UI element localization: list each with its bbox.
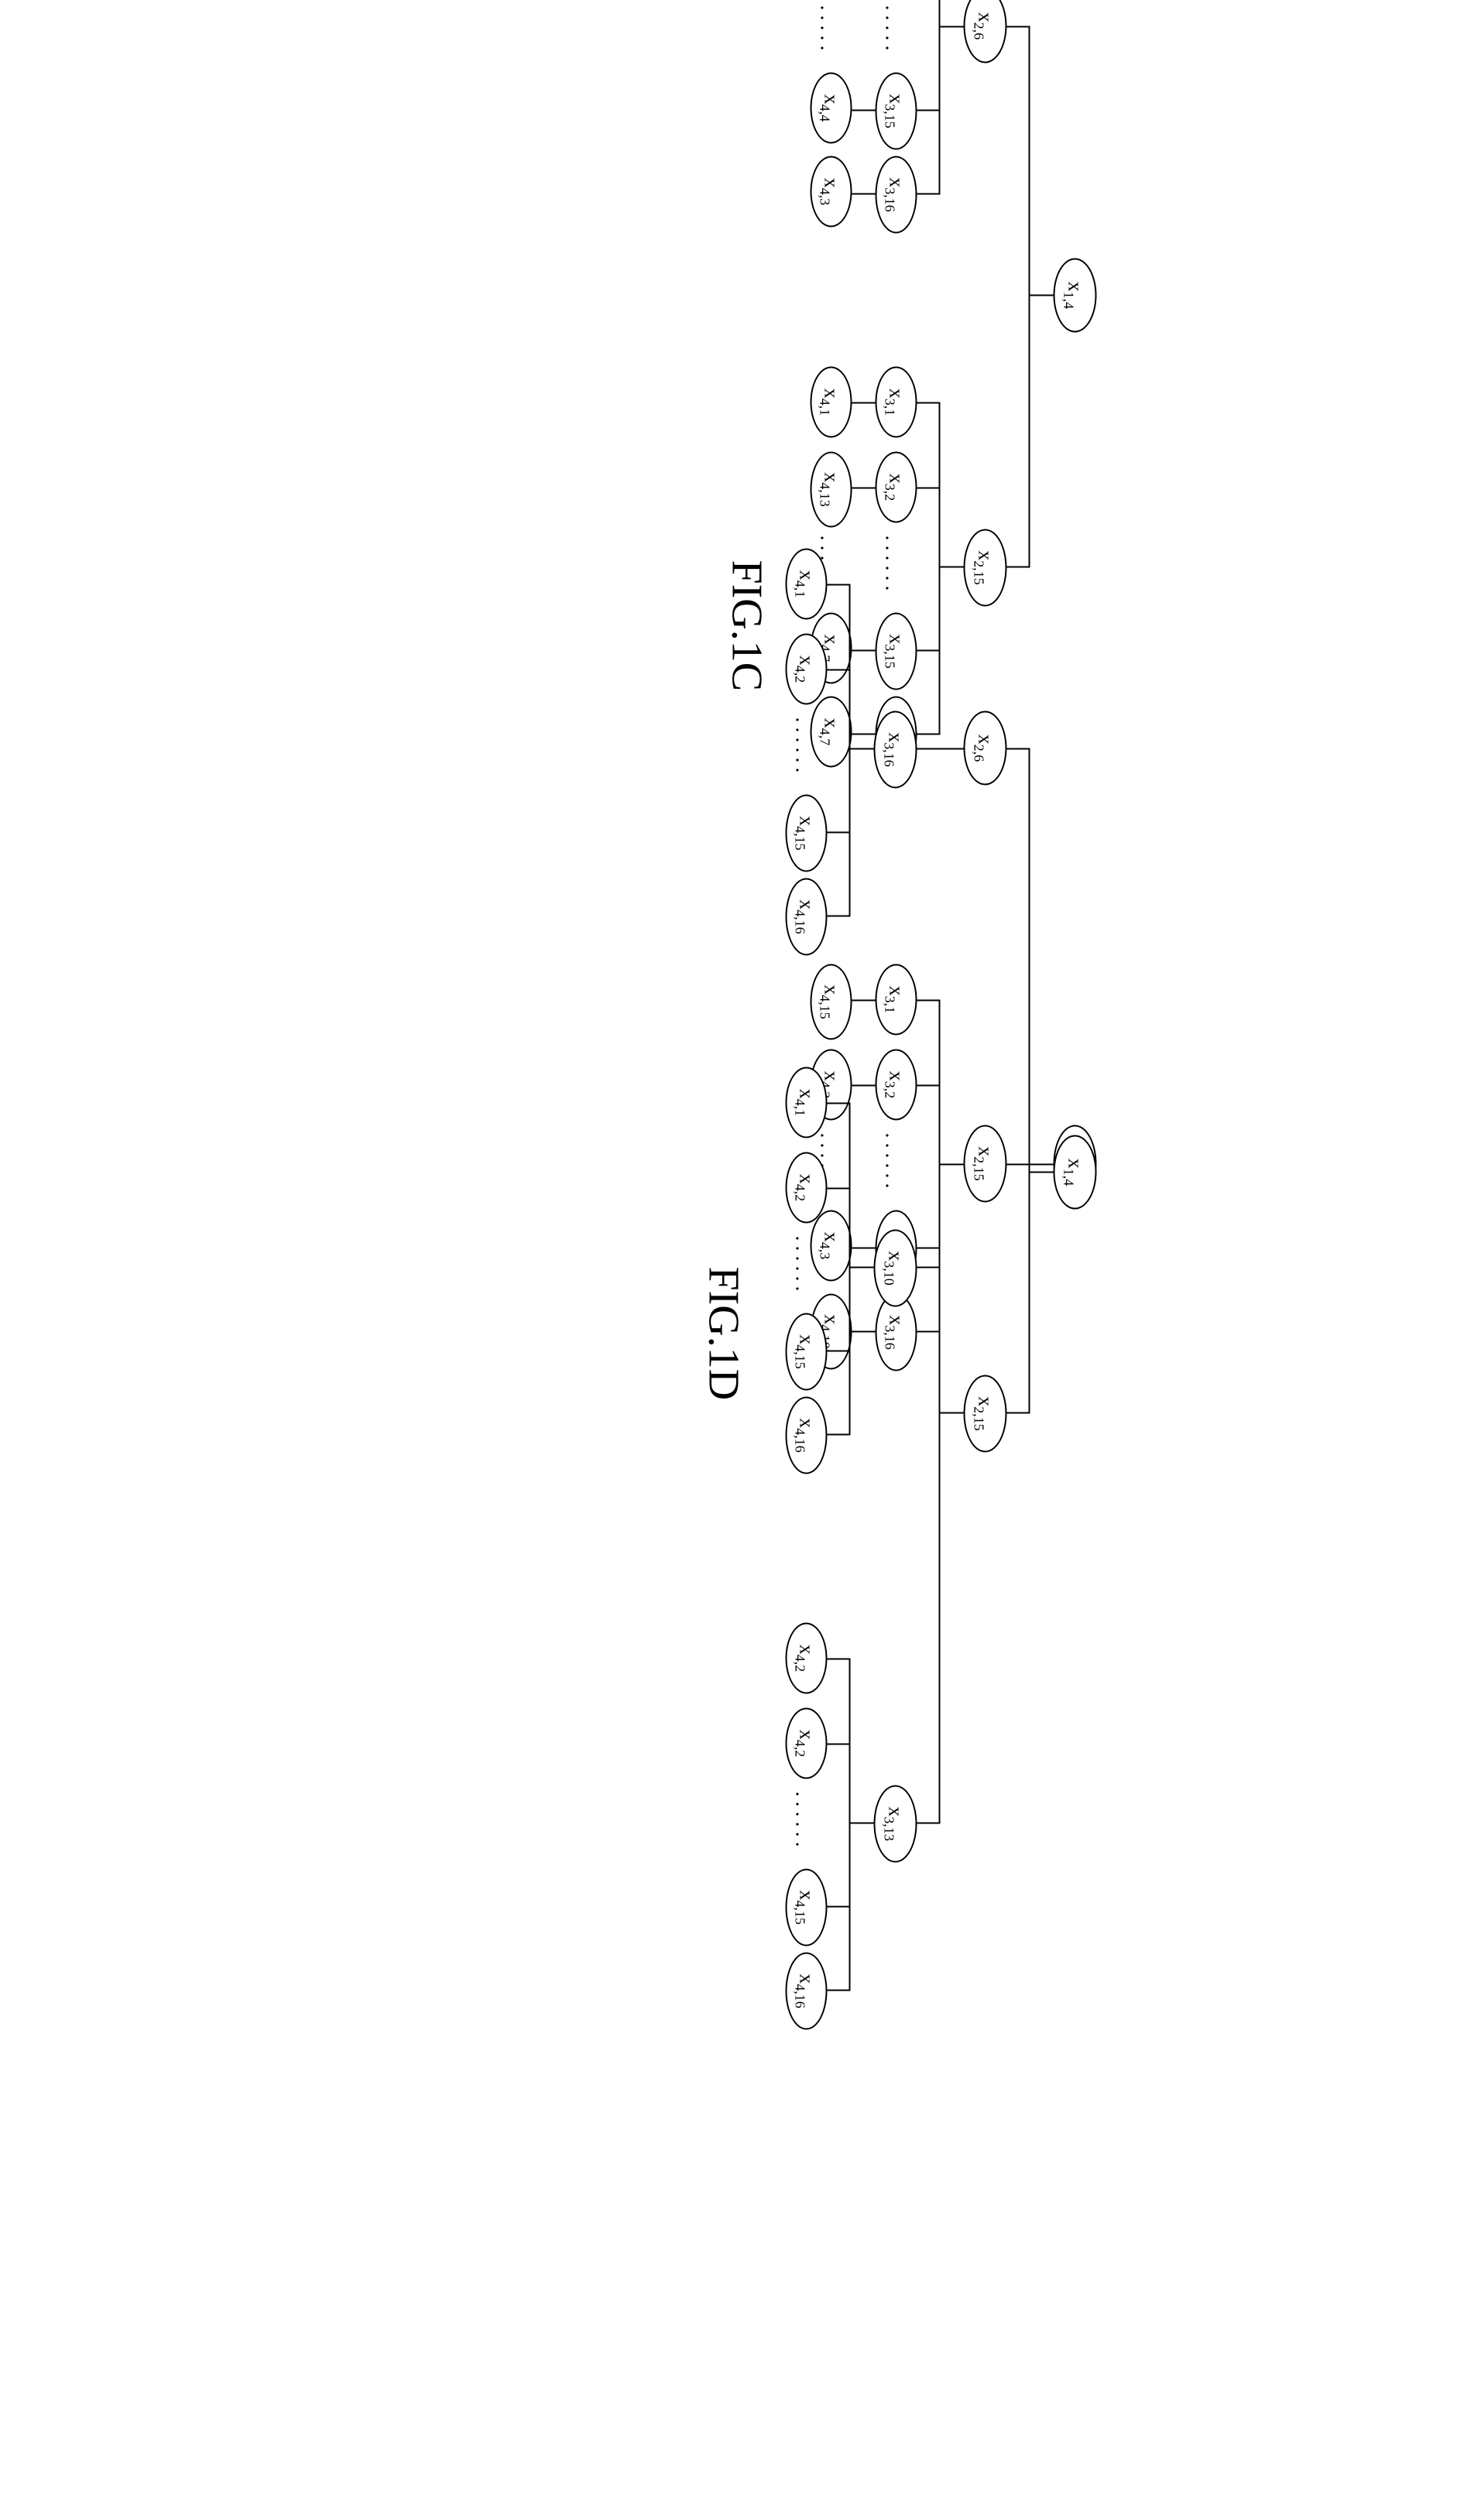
figure-1d: x1,4 x2,6 x2,15 x3,16 x4,1 x4,2 ...... x… — [354, 354, 1128, 2520]
node-x415-d3: x4,15 — [786, 1869, 828, 1946]
ellipsis: ...... — [790, 1792, 815, 1852]
edge — [828, 1906, 851, 1908]
node-label: x4,15 — [795, 1334, 818, 1369]
edge — [852, 193, 876, 195]
caption-fig1d: FIG.1D — [699, 1267, 749, 1401]
node-x42-d3a: x4,2 — [786, 1623, 828, 1694]
node-x14-d: x1,4 — [1054, 1135, 1097, 1210]
node-label: x3,16 — [884, 732, 907, 767]
node-x42-d2: x4,2 — [786, 1152, 828, 1224]
edge — [828, 1103, 851, 1104]
edge — [828, 1990, 851, 1991]
edge — [917, 1267, 941, 1269]
edge — [849, 1659, 851, 1991]
edge — [828, 1434, 851, 1436]
node-label: x4,16 — [795, 1418, 818, 1453]
edge — [851, 1823, 874, 1824]
node-label: x1,4 — [1064, 282, 1087, 310]
node-x41-d1: x4,1 — [786, 549, 828, 620]
ellipsis: ...... — [790, 717, 815, 778]
ellipsis: ...... — [880, 0, 905, 56]
node-x315-a: x3,15 — [876, 73, 917, 150]
node-x416-d1: x4,16 — [786, 878, 828, 956]
edge — [939, 0, 941, 195]
edge — [1030, 295, 1054, 296]
node-x316-a: x3,16 — [876, 156, 917, 234]
node-label: x3,15 — [885, 94, 908, 128]
node-x316-d: x3,16 — [874, 711, 917, 789]
node-label: x2,15 — [974, 1396, 997, 1431]
node-label: x4,16 — [795, 1974, 818, 2008]
edge — [941, 1412, 964, 1414]
node-label: x2,6 — [974, 12, 997, 40]
edge — [1029, 748, 1030, 1414]
edge — [1030, 1172, 1054, 1173]
node-label: x4,1 — [795, 1089, 818, 1117]
node-label: x3,10 — [884, 1251, 907, 1286]
node-label: x4,15 — [795, 816, 818, 851]
node-x26-d: x2,6 — [964, 711, 1007, 786]
edge — [828, 1659, 851, 1660]
node-label: x4,4 — [820, 94, 843, 122]
node-label: x4,16 — [795, 899, 818, 934]
edge — [849, 1103, 851, 1436]
edge — [828, 1188, 851, 1190]
node-label: x4,2 — [795, 1730, 818, 1758]
node-x415-d1: x4,15 — [786, 795, 828, 872]
node-x415-d2: x4,15 — [786, 1313, 828, 1391]
node-x416-d2: x4,16 — [786, 1397, 828, 1474]
edge — [851, 1267, 874, 1269]
edge — [1007, 1412, 1030, 1414]
edge — [828, 584, 851, 586]
edge — [849, 584, 851, 917]
node-label: x4,2 — [795, 656, 818, 683]
edge — [917, 110, 941, 111]
node-x43-b: x4,3 — [811, 156, 852, 228]
node-x42-d3b: x4,2 — [786, 1708, 828, 1779]
edge — [828, 669, 851, 671]
node-label: x3,16 — [885, 177, 908, 212]
edge — [851, 748, 874, 750]
node-label: x1,4 — [1064, 1159, 1087, 1186]
edge — [828, 916, 851, 917]
node-x42-d1: x4,2 — [786, 634, 828, 705]
node-label: x4,15 — [795, 1890, 818, 1925]
node-x310: x3,10 — [874, 1230, 917, 1307]
edge — [828, 832, 851, 834]
edge — [828, 1744, 851, 1745]
node-label: x4,1 — [795, 570, 818, 598]
ellipsis: ...... — [790, 1236, 815, 1296]
edge — [917, 748, 964, 750]
node-x41-d2: x4,1 — [786, 1067, 828, 1138]
edge — [939, 1267, 941, 1824]
node-x14: x1,4 — [1054, 259, 1097, 333]
edge — [917, 1823, 941, 1824]
ellipsis: ...... — [815, 0, 840, 56]
edge — [1007, 26, 1030, 28]
edge — [917, 193, 941, 195]
node-label: x4,2 — [795, 1645, 818, 1673]
edge — [1007, 748, 1030, 750]
node-label: x4,3 — [820, 178, 843, 206]
node-label: x4,2 — [795, 1174, 818, 1202]
node-label: x3,13 — [884, 1806, 907, 1841]
node-x313: x3,13 — [874, 1786, 917, 1863]
edge — [828, 1351, 851, 1352]
edge — [852, 110, 876, 111]
node-x44: x4,4 — [811, 73, 852, 144]
node-label: x2,6 — [974, 734, 997, 762]
node-x215-d: x2,15 — [964, 1375, 1007, 1453]
node-x26: x2,6 — [964, 0, 1007, 63]
edge — [941, 26, 964, 28]
node-x416-d3: x4,16 — [786, 1953, 828, 2030]
